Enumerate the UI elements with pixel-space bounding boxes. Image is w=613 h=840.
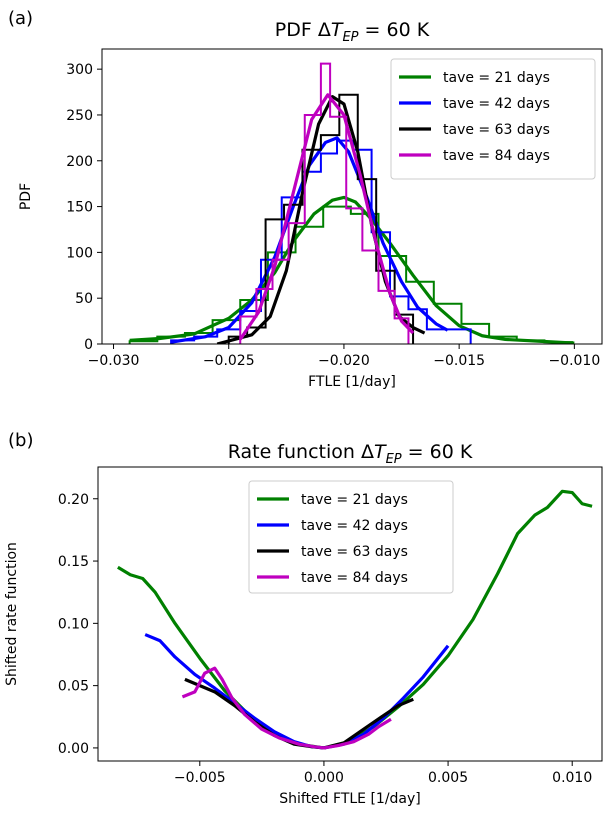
series-3-histogram <box>227 93 415 344</box>
y-tick-label: 0.20 <box>58 492 89 508</box>
y-tick-label: 0 <box>84 337 93 353</box>
x-axis-label: Shifted FTLE [1/day] <box>279 791 421 807</box>
plot-frame <box>97 466 603 762</box>
chart-panel-b: (b) Rate function ΔTEP = 60 K −0.005 0.000 0… <box>4 430 603 807</box>
plot-data <box>128 62 575 344</box>
legend-label: tave = 42 days <box>443 96 550 112</box>
chart-title-suffix: = 60 K <box>359 19 430 41</box>
series-2-line <box>170 136 449 344</box>
plot-frame <box>101 48 603 345</box>
chart-title: Rate function ΔTEP = 60 K <box>228 441 473 467</box>
legend-label: tave = 84 days <box>443 148 550 164</box>
y-tick-label: 0.00 <box>58 741 89 757</box>
y-tick-label: 250 <box>66 108 93 124</box>
y-tick-label: 100 <box>66 245 93 261</box>
chart-panel-a: (a) PDF ΔTEP = 60 K −0.030 −0.025 −0.020 −0.0… <box>8 8 603 390</box>
legend-label: tave = 21 days <box>443 70 550 86</box>
chart-title-suffix: = 60 K <box>402 441 473 463</box>
legend-label: tave = 63 days <box>301 544 408 560</box>
x-tick-label: 0.005 <box>428 770 468 786</box>
x-axis-label: FTLE [1/day] <box>308 374 396 390</box>
chart-title-prefix: PDF Δ <box>275 19 331 41</box>
chart-title-symbol: T <box>331 19 344 41</box>
plot-data <box>117 489 593 750</box>
legend: tave = 21 days tave = 42 days tave = 63 da… <box>248 480 454 594</box>
series-1-histogram <box>128 205 574 344</box>
x-tick-label: −0.030 <box>88 353 140 369</box>
series-2-line <box>144 633 450 750</box>
legend-label: tave = 21 days <box>301 492 408 508</box>
panel-label: (b) <box>8 430 33 451</box>
series-4-line <box>238 93 415 341</box>
legend-box <box>390 58 596 180</box>
chart-title-prefix: Rate function Δ <box>228 441 374 463</box>
y-tick-label: 0.10 <box>58 616 89 632</box>
x-tick-label: −0.005 <box>174 770 226 786</box>
x-tick-label: −0.010 <box>548 353 600 369</box>
series-4-histogram <box>239 62 410 344</box>
legend-label: tave = 63 days <box>443 122 550 138</box>
legend-box <box>248 480 454 594</box>
series-4-line <box>181 666 392 750</box>
series-2-histogram <box>170 139 472 344</box>
y-tick-label: 50 <box>75 291 93 307</box>
legend-label: tave = 42 days <box>301 518 408 534</box>
y-tick-label: 0.05 <box>58 679 89 695</box>
y-axis-label: PDF <box>18 183 34 210</box>
chart-title: PDF ΔTEP = 60 K <box>275 19 430 45</box>
y-tick-label: 150 <box>66 200 93 216</box>
y-axis-label: Shifted rate function <box>4 542 20 686</box>
series-1-line <box>129 195 575 344</box>
chart-title-subscript: EP <box>386 452 402 467</box>
x-tick-label: −0.020 <box>318 353 370 369</box>
x-tick-label: 0.000 <box>304 770 344 786</box>
y-tick-label: 300 <box>66 62 93 78</box>
legend: tave = 21 days tave = 42 days tave = 63 da… <box>390 58 596 180</box>
y-tick-label: 200 <box>66 154 93 170</box>
chart-title-subscript: EP <box>342 30 358 45</box>
x-tick-label: −0.025 <box>203 353 255 369</box>
chart-title-symbol: T <box>374 441 387 463</box>
x-tick-label: 0.010 <box>552 770 592 786</box>
legend-label: tave = 84 days <box>301 570 408 586</box>
x-tick-label: −0.015 <box>433 353 485 369</box>
y-tick-label: 0.15 <box>58 554 89 570</box>
panel-label: (a) <box>8 8 33 29</box>
